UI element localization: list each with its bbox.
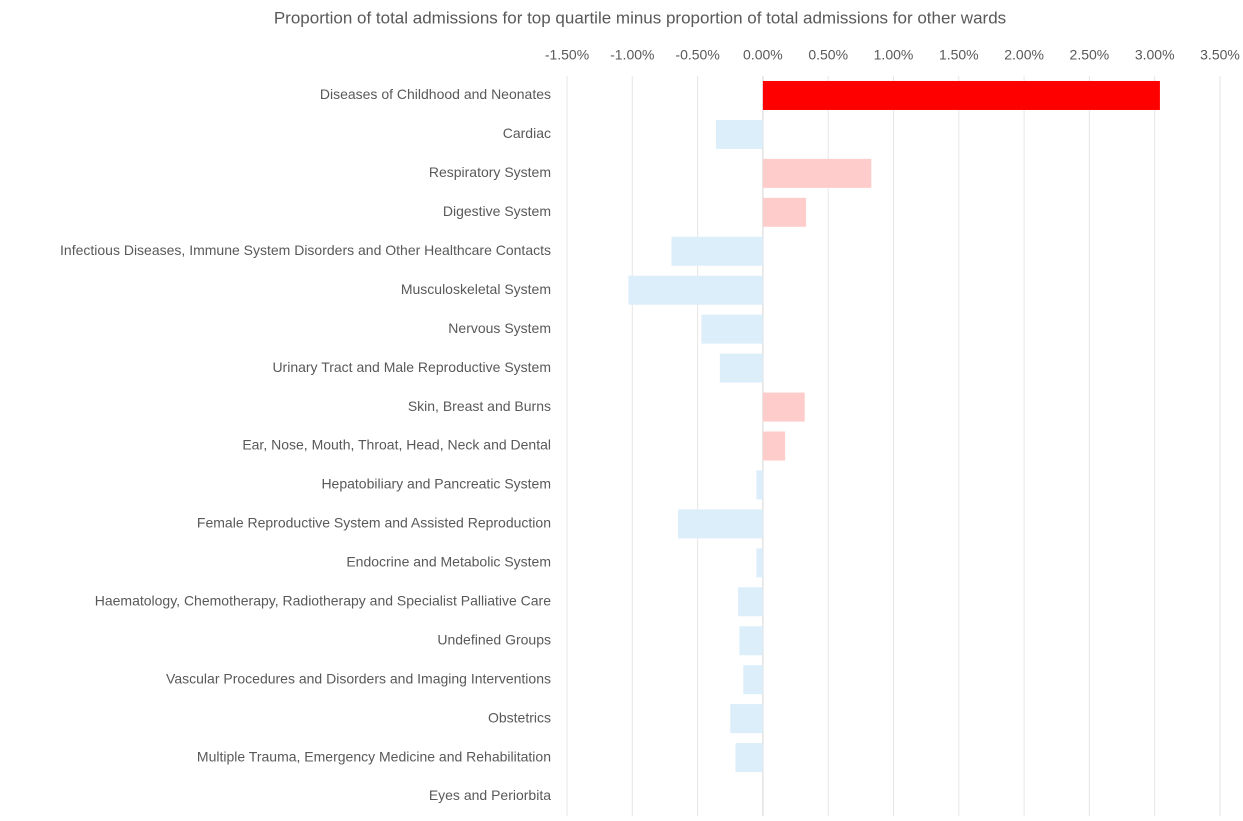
bar bbox=[762, 431, 786, 461]
y-tick-label: Multiple Trauma, Emergency Medicine and … bbox=[197, 748, 551, 764]
x-tick-label: 0.00% bbox=[743, 47, 783, 63]
y-tick-label: Undefined Groups bbox=[437, 631, 551, 647]
bar bbox=[719, 353, 763, 383]
y-tick-label: Haematology, Chemotherapy, Radiotherapy … bbox=[95, 592, 551, 608]
x-tick-label: -0.50% bbox=[675, 47, 719, 63]
y-tick-label: Infectious Diseases, Immune System Disor… bbox=[60, 242, 551, 258]
y-tick-label: Hepatobiliary and Pancreatic System bbox=[321, 476, 551, 492]
y-tick-label: Female Reproductive System and Assisted … bbox=[197, 515, 551, 531]
bar bbox=[762, 392, 805, 422]
bar bbox=[738, 587, 763, 617]
x-tick-label: 3.50% bbox=[1200, 47, 1240, 63]
y-tick-label: Eyes and Periorbita bbox=[429, 787, 551, 803]
y-tick-label: Urinary Tract and Male Reproductive Syst… bbox=[272, 359, 551, 375]
x-tick-label: -1.00% bbox=[610, 47, 654, 63]
bar bbox=[739, 626, 763, 656]
bar bbox=[735, 743, 763, 773]
y-tick-label: Respiratory System bbox=[429, 164, 551, 180]
chart-title: Proportion of total admissions for top q… bbox=[274, 8, 1006, 27]
bar bbox=[762, 80, 1160, 110]
y-tick-label: Ear, Nose, Mouth, Throat, Head, Neck and… bbox=[242, 437, 551, 453]
bar bbox=[671, 236, 763, 266]
bar bbox=[628, 275, 763, 305]
bar bbox=[743, 665, 763, 695]
bar bbox=[762, 158, 872, 188]
y-tick-label: Nervous System bbox=[448, 320, 551, 336]
bar bbox=[756, 548, 763, 578]
bar bbox=[715, 119, 763, 149]
bar bbox=[756, 470, 763, 500]
x-tick-label: 2.50% bbox=[1070, 47, 1110, 63]
bar bbox=[678, 509, 763, 539]
y-tick-label: Skin, Breast and Burns bbox=[408, 398, 551, 414]
y-tick-label: Cardiac bbox=[503, 125, 551, 141]
x-tick-label: 2.00% bbox=[1004, 47, 1044, 63]
x-tick-label: 1.50% bbox=[939, 47, 979, 63]
y-tick-label: Musculoskeletal System bbox=[401, 281, 551, 297]
x-tick-label: 3.00% bbox=[1135, 47, 1175, 63]
bar bbox=[701, 314, 763, 344]
y-tick-label: Vascular Procedures and Disorders and Im… bbox=[166, 670, 551, 686]
bar bbox=[730, 704, 763, 734]
y-tick-label: Obstetrics bbox=[488, 709, 551, 725]
y-tick-label: Diseases of Childhood and Neonates bbox=[320, 86, 551, 102]
y-tick-label: Digestive System bbox=[443, 203, 551, 219]
x-tick-label: -1.50% bbox=[545, 47, 589, 63]
x-tick-label: 0.50% bbox=[808, 47, 848, 63]
y-tick-label: Endocrine and Metabolic System bbox=[346, 554, 551, 570]
bar bbox=[762, 197, 806, 227]
x-tick-label: 1.00% bbox=[874, 47, 914, 63]
